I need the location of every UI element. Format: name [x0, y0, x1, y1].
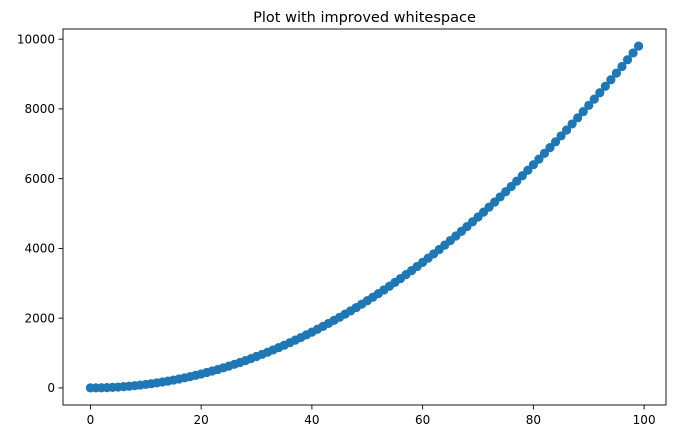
data-point — [628, 48, 638, 58]
data-point — [622, 55, 633, 65]
data-point — [578, 107, 588, 117]
x-tick-label: 20 — [194, 413, 209, 427]
data-point — [633, 41, 644, 51]
y-tick-label: 6000 — [24, 172, 55, 186]
data-point — [595, 88, 605, 98]
y-tick-label: 4000 — [24, 242, 55, 256]
x-axis: 0 20 40 60 80 100 — [87, 405, 656, 427]
data-point — [600, 81, 610, 91]
data-point — [584, 100, 594, 111]
x-tick-label: 100 — [633, 413, 656, 427]
x-tick-label: 60 — [415, 413, 430, 427]
data-point — [539, 148, 550, 158]
y-tick-label: 0 — [47, 381, 55, 395]
y-tick-label: 8000 — [24, 102, 55, 116]
data-point — [528, 160, 538, 170]
data-point — [611, 68, 622, 78]
x-tick-label: 0 — [87, 413, 95, 427]
data-point — [589, 94, 599, 104]
data-point — [545, 143, 555, 153]
y-tick-label: 2000 — [24, 311, 55, 325]
data-point — [567, 119, 577, 129]
chart-title: Plot with improved whitespace — [253, 10, 476, 26]
data-point — [573, 113, 583, 123]
y-axis: 0 2000 4000 6000 8000 10000 — [17, 32, 63, 395]
y-tick-label: 10000 — [17, 32, 55, 46]
x-tick-label: 40 — [304, 413, 319, 427]
data-point — [550, 137, 561, 147]
x-tick-label: 80 — [526, 413, 541, 427]
data-point — [534, 154, 544, 164]
data-point — [617, 61, 627, 72]
data-point — [606, 75, 616, 85]
plot-area — [85, 41, 644, 393]
axes-frame — [62, 28, 667, 406]
data-point — [562, 125, 572, 135]
data-point — [556, 131, 566, 141]
